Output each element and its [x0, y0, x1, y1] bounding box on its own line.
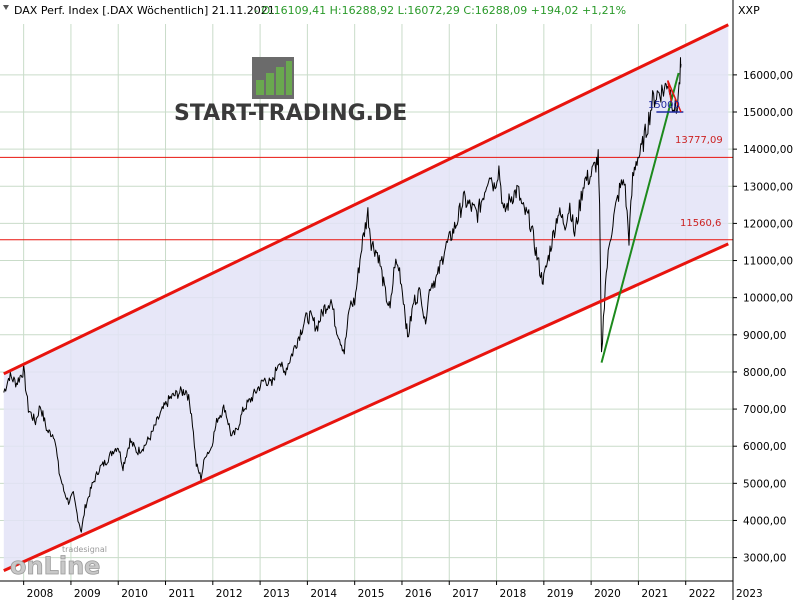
- watermark-big: onLine: [10, 552, 100, 580]
- logo-bar: [256, 80, 264, 95]
- y-tick-label: 6000,00: [743, 441, 786, 453]
- y-tick-label: 4000,00: [743, 515, 786, 527]
- logo-text: START-TRADING.DE: [174, 101, 407, 126]
- x-tick-label: 2021: [641, 588, 668, 600]
- axis-unit-label: XXP: [738, 4, 760, 17]
- y-tick-label: 8000,00: [743, 367, 786, 379]
- y-tick-label: 13000,00: [743, 181, 793, 193]
- x-tick-label: 2020: [594, 588, 621, 600]
- price-series-line: [3, 57, 682, 533]
- x-tick-label: 2015: [358, 588, 385, 600]
- y-tick-label: 11000,00: [743, 256, 793, 268]
- x-tick-label: 2023: [736, 588, 763, 600]
- x-tick-label: 2016: [405, 588, 432, 600]
- logo-bar: [286, 61, 292, 95]
- level-11560-label: 11560,6: [680, 218, 721, 229]
- y-tick-label: 12000,00: [743, 218, 793, 230]
- x-tick-label: 2009: [74, 588, 101, 600]
- x-tick-label: 2011: [169, 588, 196, 600]
- y-tick-label: 3000,00: [743, 553, 786, 565]
- channel-lower-line: [3, 242, 729, 572]
- watermark-small: tradesignal: [62, 545, 107, 554]
- x-tick-label: 2008: [27, 588, 54, 600]
- y-tick-label: 7000,00: [743, 404, 786, 416]
- channel-fill: [3, 24, 729, 571]
- y-tick-label: 16000,00: [743, 70, 793, 82]
- tradesignal-watermark: tradesignal onLine: [10, 545, 107, 580]
- logo-bar: [266, 73, 274, 95]
- chart-header-instrument: DAX Perf. Index [.DAX Wöchentlich] 21.11…: [14, 4, 275, 17]
- x-tick-label: 2013: [263, 588, 290, 600]
- chart-header-ohlc: - O:16109,41 H:16288,92 L:16072,29 C:162…: [254, 4, 626, 17]
- y-tick-label: 10000,00: [743, 293, 793, 305]
- y-tick-label: 15000,00: [743, 107, 793, 119]
- x-tick-label: 2018: [500, 588, 527, 600]
- menu-triangle-icon[interactable]: [3, 5, 9, 10]
- green-trendline: [600, 72, 680, 363]
- x-tick-label: 2010: [121, 588, 148, 600]
- logo-bar: [276, 67, 284, 95]
- y-tick-label: 9000,00: [743, 330, 786, 342]
- x-tick-label: 2014: [310, 588, 337, 600]
- start-trading-logo: START-TRADING.DE: [174, 57, 407, 126]
- level-15000-label: 15000: [648, 100, 680, 111]
- y-tick-label: 14000,00: [743, 144, 793, 156]
- channel-upper-line: [3, 23, 729, 376]
- x-tick-label: 2012: [216, 588, 243, 600]
- x-tick-label: 2022: [689, 588, 716, 600]
- x-tick-label: 2019: [547, 588, 574, 600]
- red-wedge-marker: [666, 80, 682, 113]
- y-tick-label: 5000,00: [743, 478, 786, 490]
- level-13777-label: 13777,09: [675, 135, 723, 146]
- x-tick-label: 2017: [452, 588, 479, 600]
